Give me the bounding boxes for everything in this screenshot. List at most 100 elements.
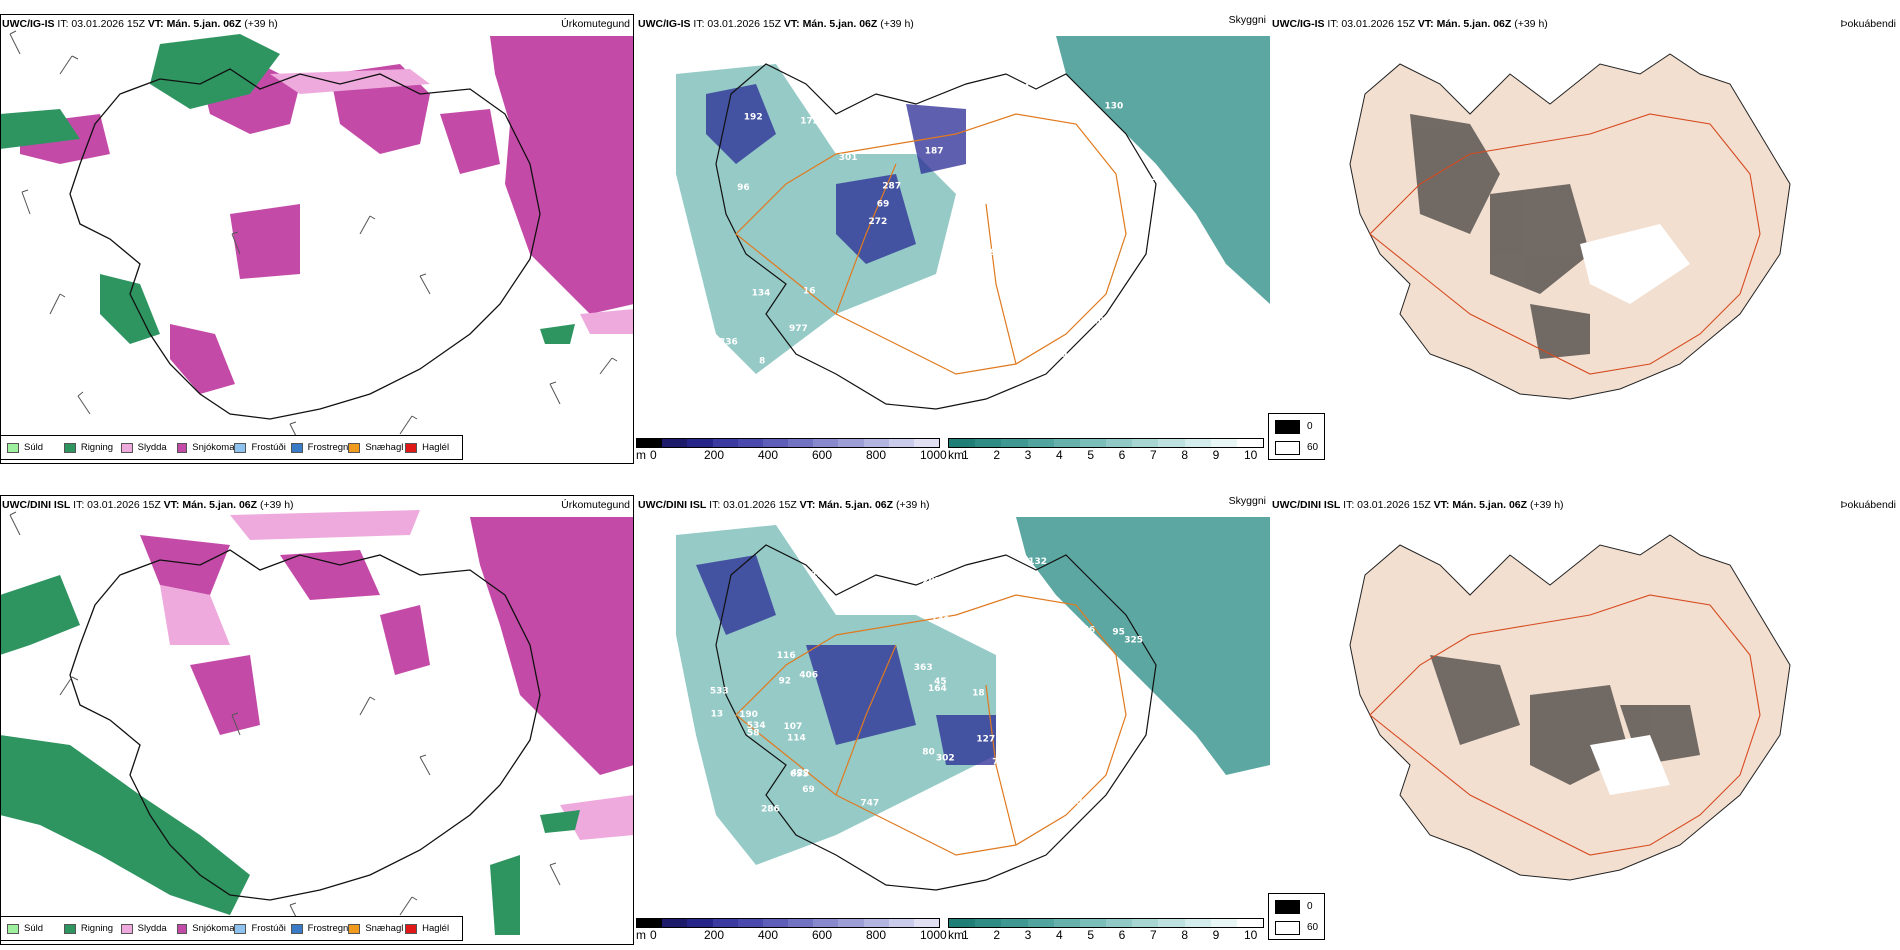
ceiling-colorbar-ticks-2: m 0 200 400 600 800 1000 xyxy=(636,928,947,942)
ceiling-value-label: 336 xyxy=(719,337,738,347)
ceiling-value-label: 127 xyxy=(976,734,995,744)
low-ceiling-area xyxy=(696,555,996,765)
legend-swatch xyxy=(291,923,303,934)
colorbar-segment xyxy=(863,439,889,447)
colorbar-segment xyxy=(838,439,864,447)
ceiling-value-label: 16 xyxy=(803,286,816,296)
colorbar-tick: 0 xyxy=(650,928,657,942)
ceiling-value-label: 819 xyxy=(970,552,989,562)
ceiling-value-label: 301 xyxy=(839,153,858,163)
fog-legend-swatch xyxy=(1275,420,1300,434)
wind-barbs xyxy=(9,30,618,445)
ceiling-value-label: 28 xyxy=(877,309,890,319)
fog-legend-swatch xyxy=(1275,900,1300,914)
ceiling-value-label: 367 xyxy=(869,552,888,562)
colorbar-tick: 0 xyxy=(650,448,657,462)
legend-swatch xyxy=(63,923,76,934)
colorbar-segment xyxy=(737,439,763,447)
legend-label: Slydda xyxy=(137,442,167,453)
road-network xyxy=(1369,113,1761,375)
ceiling-value-label: 201 xyxy=(1092,316,1111,326)
ceiling-value-label: 286 xyxy=(761,805,780,815)
iceland-map-precip-1 xyxy=(0,14,634,464)
panel-type-label: Þokuábendi xyxy=(1840,18,1896,30)
visibility-colorbar-1 xyxy=(948,438,1264,448)
legend-label: Snæhagl xyxy=(365,442,404,453)
colorbar-segment xyxy=(712,439,738,447)
ceiling-value-label: 119 xyxy=(882,70,901,80)
ceiling-value-label: 164 xyxy=(928,684,947,694)
legend-item-haglél: Haglél xyxy=(405,442,462,453)
legend-item-snjókoma: Snjókoma xyxy=(177,442,234,453)
colorbar-segment xyxy=(1184,439,1211,447)
visibility-field xyxy=(1056,36,1270,304)
fog-legend-label: 60 xyxy=(1307,442,1319,453)
panel-frame xyxy=(0,14,634,464)
legend-swatch xyxy=(234,442,247,453)
ceiling-value-label: 69 xyxy=(877,200,890,210)
colorbar-tick: 1000 xyxy=(920,448,947,462)
colorbar-unit: km xyxy=(948,928,964,942)
precip-type-legend-2: Súld Rigning Slydda Snjókoma Frostúði Frostre… xyxy=(0,916,463,941)
ceiling-value-label: 132 xyxy=(1028,557,1047,567)
legend-label: Haglél xyxy=(422,442,450,453)
colorbar-tick: 7 xyxy=(1150,448,1157,462)
ceiling-value-label: 13 xyxy=(711,709,724,719)
legend-swatch xyxy=(405,442,418,453)
ceiling-value-label: 78 xyxy=(992,757,1005,767)
legend-swatch xyxy=(291,442,303,453)
iceland-map-visibility-2: 286 132 125 120 302 406 114 422 276 174 190 135 78 16… xyxy=(636,495,1270,925)
ceiling-value-label: 115 xyxy=(928,369,947,379)
legend-swatch xyxy=(120,923,133,934)
legend-item-súld: Súld xyxy=(7,923,64,934)
ceiling-value-label: 534 xyxy=(747,721,766,731)
colorbar-segment xyxy=(1184,919,1211,927)
colorbar-segment xyxy=(662,439,688,447)
colorbar-segment xyxy=(813,919,839,927)
legend-swatch xyxy=(120,442,133,453)
colorbar-segment xyxy=(1236,439,1264,447)
ceiling-value-label: 95 xyxy=(1112,628,1125,638)
colorbar-tick: 9 xyxy=(1212,928,1220,942)
panel-type-label: Skyggni xyxy=(1228,14,1266,26)
legend-item-slydda: Slydda xyxy=(120,442,178,453)
colorbar-segment xyxy=(1210,919,1237,927)
fog-shading xyxy=(1410,114,1590,359)
ceiling-value-label: 195 xyxy=(1097,351,1116,361)
panel-header: UWC/IG-IS IT: 03.01.2026 15Z VT: Mán. 5.… xyxy=(2,18,278,30)
ceiling-value-label: 92 xyxy=(779,677,792,687)
legend-item-súld: Súld xyxy=(7,442,64,453)
iceland-map-visibility-1: 195 96 130 272 115 8 127 187 134 301 336 977 268 379 4… xyxy=(636,14,1270,444)
ceiling-value-label: 276 xyxy=(1076,626,1095,636)
colorbar-tick: 5 xyxy=(1087,928,1095,942)
ceiling-value-label: 120 xyxy=(1045,611,1064,621)
visibility-colorbar-ticks-2: km 1 2 3 4 5 6 7 8 9 10 xyxy=(948,928,1264,942)
legend-label: Rigning xyxy=(80,442,114,453)
ceiling-value-label: 114 xyxy=(787,734,806,744)
legend-item-slydda: Slydda xyxy=(120,923,178,934)
colorbar-segment xyxy=(863,919,889,927)
colorbar-segment xyxy=(975,919,1002,927)
road-network xyxy=(735,594,1127,856)
legend-label: Súld xyxy=(24,923,44,934)
colorbar-segment xyxy=(637,919,663,927)
ceiling-value-label: 107 xyxy=(784,722,803,732)
fog-map-1: UWC/IG-IS IT: 03.01.2026 15Z VT: Mán. 5.… xyxy=(1270,14,1900,464)
colorbar-tick: 3 xyxy=(1024,448,1032,462)
ceiling-value-label: 144 xyxy=(1011,83,1030,93)
colorbar-segment xyxy=(813,439,839,447)
ceiling-value-label: 80 xyxy=(922,747,935,757)
fog-clear-area xyxy=(1580,224,1690,304)
colorbar-unit: m xyxy=(636,448,646,462)
colorbar-segment xyxy=(913,919,940,927)
legend-label: Slydda xyxy=(137,923,167,934)
ceiling-value-label: 287 xyxy=(882,182,901,192)
colorbar-tick: 10 xyxy=(1244,448,1258,462)
colorbar-segment xyxy=(1106,919,1133,927)
ceiling-value-label: 192 xyxy=(744,113,763,123)
low-ceiling-area xyxy=(706,84,966,264)
colorbar-segment xyxy=(687,439,713,447)
colorbar-tick: 200 xyxy=(704,448,725,462)
colorbar-tick: 9 xyxy=(1212,448,1220,462)
colorbar-segment xyxy=(975,439,1002,447)
